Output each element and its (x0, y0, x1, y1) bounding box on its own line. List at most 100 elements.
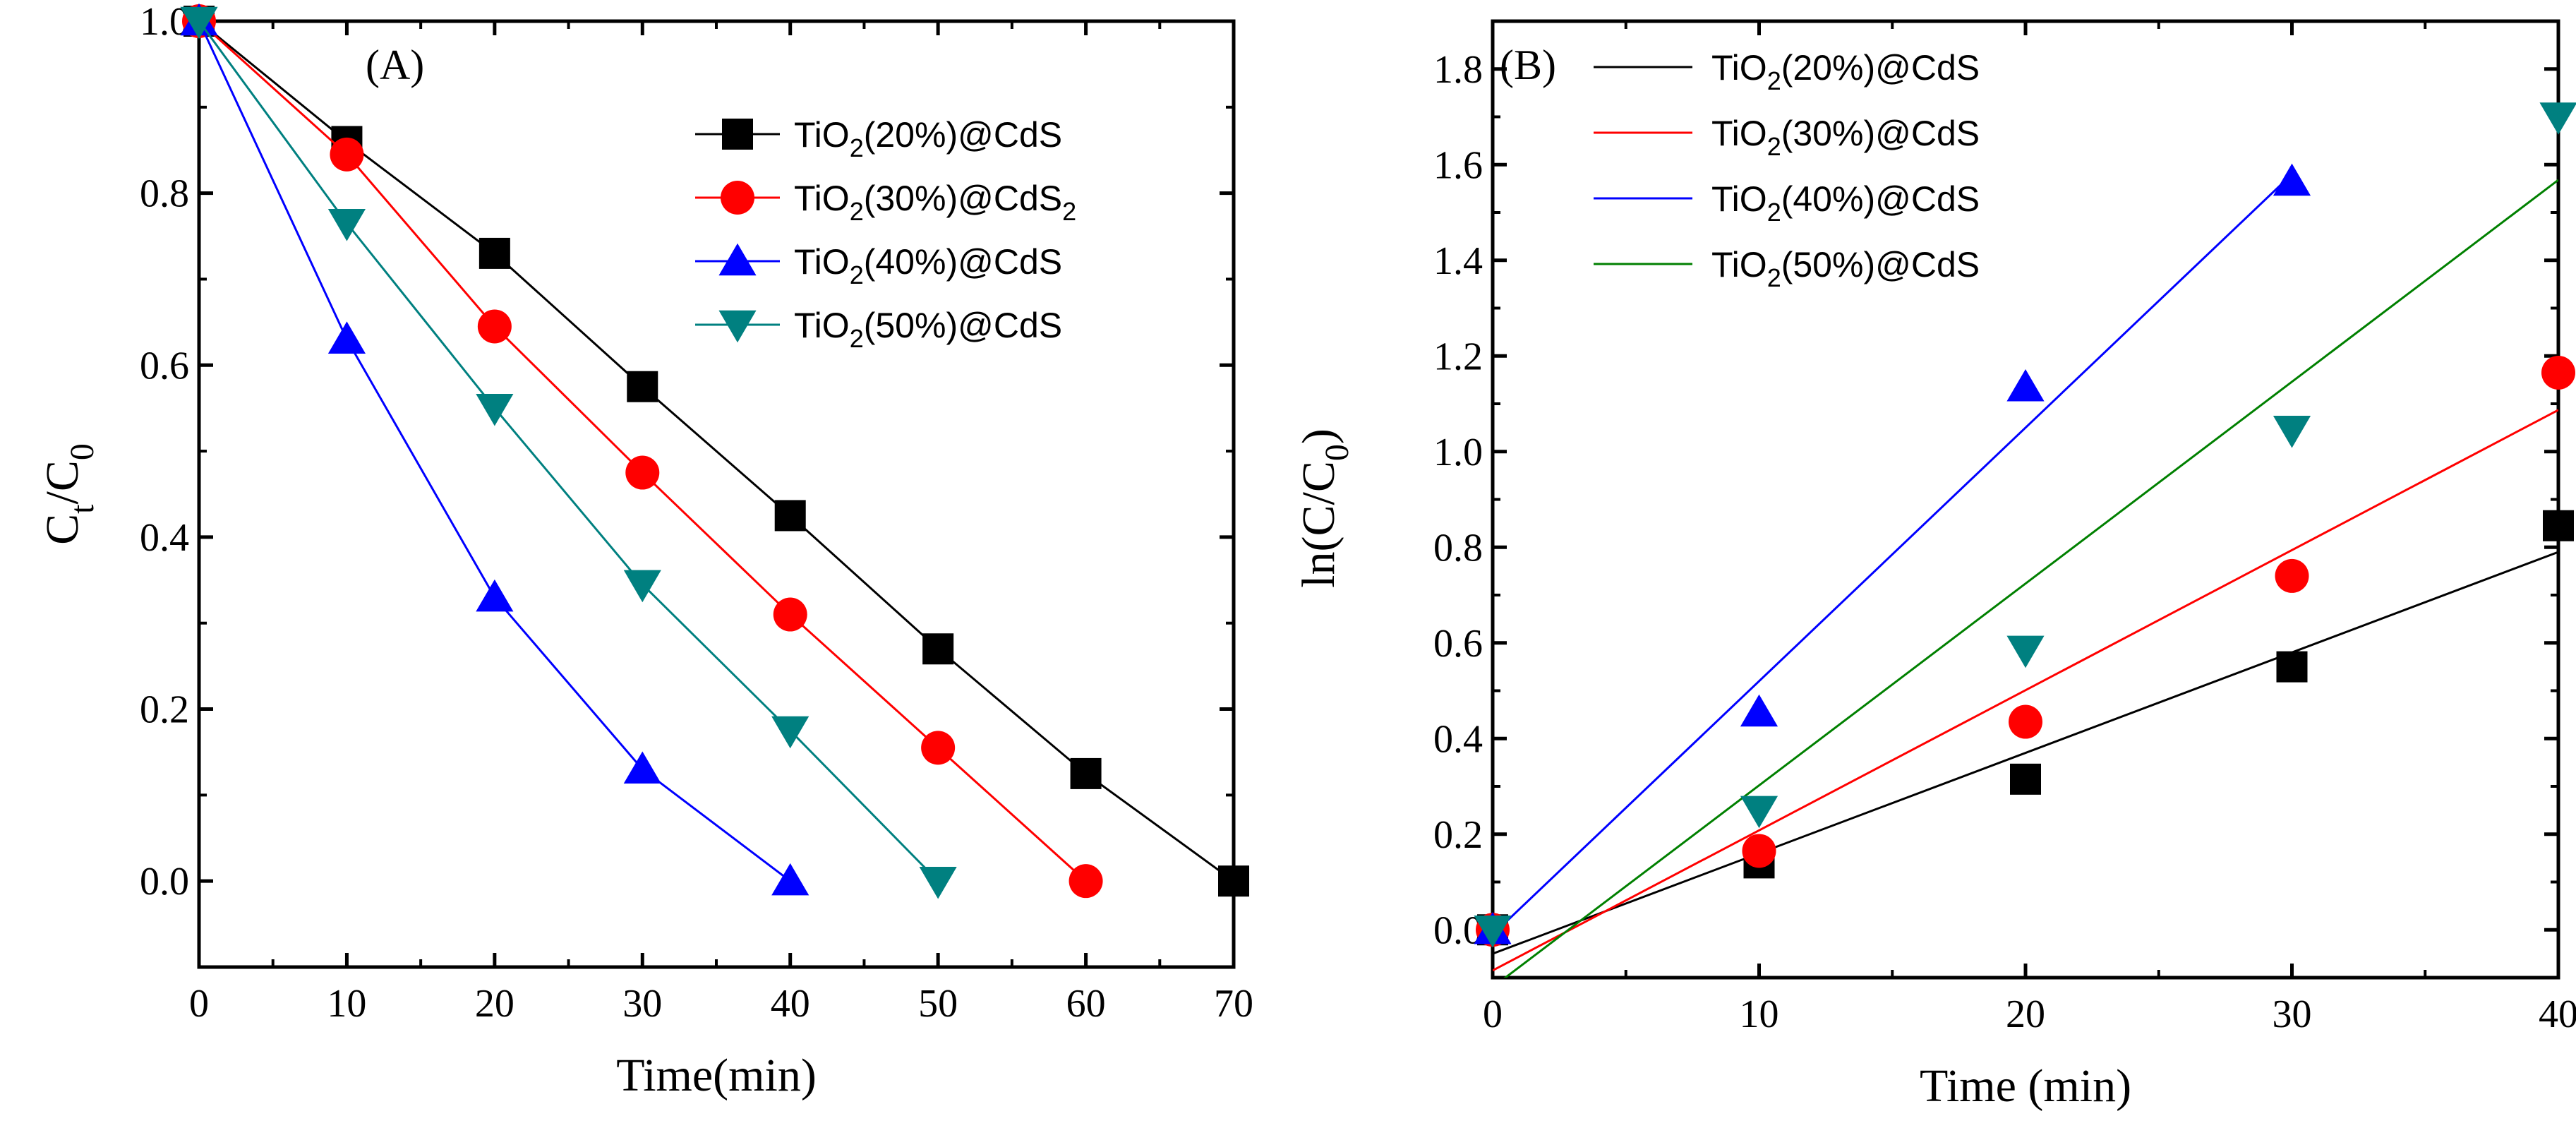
data-point (2276, 651, 2308, 683)
legend-label: TiO2(20%)@CdS (794, 115, 1062, 162)
legend-label-post: (50%)@CdS (864, 306, 1062, 345)
x-tick-label: 30 (2273, 992, 2312, 1036)
x-tick-label: 40 (2539, 992, 2576, 1036)
y-tick-label: 0.0 (140, 860, 189, 904)
y-tick-label: 0.8 (140, 172, 189, 216)
data-point (1070, 757, 1102, 789)
fit-line (1493, 409, 2558, 972)
legend-label: TiO2(50%)@CdS (1711, 245, 1980, 292)
y-axis-title: Ct/C0 (37, 443, 101, 545)
x-tick-label: 70 (1214, 982, 1253, 1026)
panel-label: (B) (1500, 42, 1556, 88)
data-point (922, 633, 954, 665)
legend-label-post: (40%)@CdS (1781, 179, 1980, 219)
legend-label: TiO2(40%)@CdS (794, 242, 1062, 289)
data-point (1218, 865, 1249, 897)
data-point (1474, 916, 1512, 948)
x-tick-label: 20 (2006, 992, 2045, 1036)
legend-label-pre: TiO (794, 306, 850, 345)
fit-line (1493, 173, 2293, 936)
data-point (771, 716, 809, 749)
legend-label-post: (30%)@CdS (1781, 114, 1980, 153)
data-point (1069, 864, 1103, 899)
legend-label-sub: 2 (1767, 198, 1781, 227)
legend-label-sub: 2 (1767, 66, 1781, 95)
data-point (2006, 368, 2045, 402)
data-point (476, 579, 514, 612)
data-point (327, 209, 366, 241)
legend-label-pre: TiO (794, 179, 850, 218)
y-tick-label: 1.0 (1433, 431, 1483, 474)
y-tick-label: 0.6 (1433, 622, 1483, 666)
x-tick-label: 0 (189, 982, 209, 1026)
data-point (327, 321, 366, 354)
x-tick-label: 10 (327, 982, 366, 1026)
data-point (625, 455, 660, 490)
legend-entry: TiO2(50%)@CdS (695, 306, 1062, 353)
legend-label: TiO2(40%)@CdS (1711, 179, 1980, 227)
series-line (198, 20, 1234, 882)
series-line (198, 20, 791, 882)
data-point (623, 570, 661, 603)
y-tick-label: 0.4 (1433, 717, 1483, 761)
legend-entry: TiO2(40%)@CdS (695, 242, 1062, 289)
y-title-sub-0: 0 (64, 443, 101, 460)
y-tick-label: 0.0 (1433, 908, 1483, 952)
y-tick-label: 1.4 (1433, 239, 1483, 283)
legend-label-post: (20%)@CdS (864, 115, 1062, 155)
series-2 (180, 3, 809, 896)
data-point (2275, 558, 2309, 593)
legend-label-pre: TiO (1711, 179, 1767, 219)
y-tick-label: 1.8 (1433, 48, 1483, 92)
data-point (771, 863, 809, 896)
data-point (2006, 635, 2045, 668)
legend-label-post: (40%)@CdS (864, 242, 1062, 282)
legend-label: TiO2(50%)@CdS (794, 306, 1062, 353)
panel-label: (A) (366, 42, 424, 88)
plot-frame (1491, 19, 2560, 980)
legend-label-sub: 2 (850, 133, 864, 162)
data-point (477, 309, 512, 344)
y-title-close: ) (1293, 428, 1344, 444)
series-3 (1474, 102, 2576, 978)
x-tick-label: 40 (771, 982, 810, 1026)
panel-b-chart: 0 10 20 30 400.00.20.40.60.81.01.21.41.61.8T… (1293, 19, 2576, 1112)
y-tick-label: 1.2 (1433, 335, 1483, 378)
y-title-sub: 0 (1318, 444, 1356, 461)
legend-entry: TiO2(20%)@CdS (695, 115, 1062, 162)
x-axis-title: Time(min) (616, 1050, 817, 1101)
x-tick-label: 30 (622, 982, 662, 1026)
y-tick-label: 0.6 (140, 344, 189, 388)
y-title-slash: /C (37, 460, 88, 504)
legend-label-sub: 2 (850, 197, 864, 226)
data-point (476, 393, 514, 426)
y-tick-label: 0.8 (1433, 526, 1483, 570)
panel-a-chart: 0 10 20 30 40 50 60 700.00.20.40.60.81.0Time(mi… (37, 0, 1253, 1101)
data-point (479, 237, 510, 269)
data-point (1740, 694, 1778, 727)
x-axis-title: Time (min) (1920, 1060, 2131, 1112)
data-point (2009, 704, 2042, 739)
legend-label-sub: 2 (1767, 263, 1781, 292)
data-point (774, 500, 806, 532)
legend-label-post: (50%)@CdS (1781, 245, 1980, 284)
series-2 (1474, 163, 2311, 944)
data-point (623, 751, 661, 784)
legend-label-pre: TiO (794, 115, 850, 155)
data-point (921, 731, 956, 765)
legend: TiO2(20%)@CdSTiO2(30%)@CdS2TiO2(40%)@CdS… (695, 115, 1076, 353)
x-tick-label: 50 (918, 982, 958, 1026)
legend-label: TiO2(30%)@CdS2 (794, 179, 1076, 226)
legend-entry: TiO2(40%)@CdS (1594, 179, 1980, 227)
legend-label-sub: 2 (1767, 132, 1781, 161)
data-point (2543, 510, 2574, 541)
data-point (2539, 102, 2576, 135)
legend-label-post: (30%)@CdS (864, 179, 1062, 218)
y-tick-label: 0.4 (140, 516, 189, 560)
x-tick-label: 20 (475, 982, 514, 1026)
legend-label-post: (20%)@CdS (1781, 48, 1980, 88)
y-title-sub-t: t (64, 504, 101, 514)
legend-marker (722, 119, 753, 150)
series-3 (180, 6, 957, 899)
